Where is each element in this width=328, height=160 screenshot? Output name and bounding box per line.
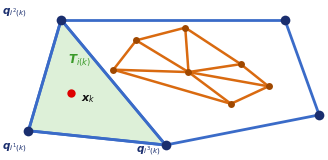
Point <box>228 103 234 105</box>
Point <box>111 68 116 71</box>
Point <box>266 85 271 88</box>
Text: $\boldsymbol{q}_{i^2(k)}$: $\boldsymbol{q}_{i^2(k)}$ <box>2 6 27 20</box>
Text: $\boldsymbol{q}_{i^1(k)}$: $\boldsymbol{q}_{i^1(k)}$ <box>2 141 27 155</box>
Point <box>68 91 73 94</box>
Point <box>238 63 243 65</box>
Point <box>163 144 168 146</box>
Point <box>58 18 64 21</box>
Point <box>183 26 188 29</box>
Point <box>133 39 139 42</box>
Text: $\boldsymbol{q}_{i^3(k)}$: $\boldsymbol{q}_{i^3(k)}$ <box>136 144 161 158</box>
Point <box>282 18 287 21</box>
Point <box>186 71 191 73</box>
Point <box>317 114 322 116</box>
Text: $\boldsymbol{T}_{i(k)}$: $\boldsymbol{T}_{i(k)}$ <box>68 53 91 69</box>
Text: $\boldsymbol{x}_k$: $\boldsymbol{x}_k$ <box>81 93 95 105</box>
Point <box>26 129 31 132</box>
Polygon shape <box>29 20 166 145</box>
